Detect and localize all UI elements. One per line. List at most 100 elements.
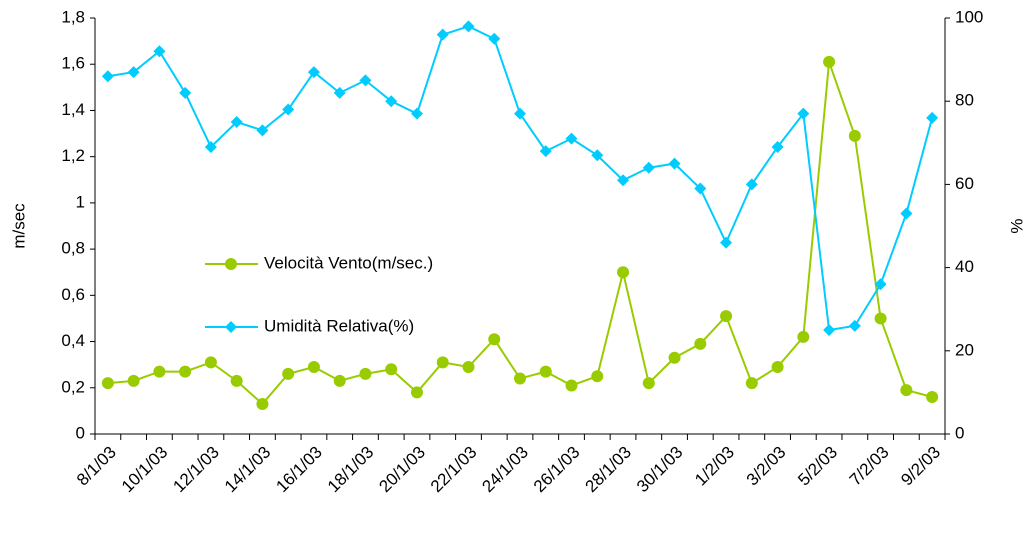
x-tick-label: 28/1/03 xyxy=(581,443,635,497)
data-point xyxy=(179,365,192,378)
data-point xyxy=(617,266,630,279)
data-point xyxy=(153,365,166,378)
data-point xyxy=(823,55,836,68)
data-point xyxy=(333,374,346,387)
x-tick-label: 12/1/03 xyxy=(169,443,223,497)
data-point xyxy=(874,278,887,291)
data-point xyxy=(900,384,913,397)
x-tick-label: 9/2/03 xyxy=(897,443,944,490)
data-point xyxy=(282,103,295,116)
y2-tick-label: 60 xyxy=(955,174,974,193)
x-tick-label: 8/1/03 xyxy=(73,443,120,490)
data-point xyxy=(333,86,346,99)
data-point xyxy=(436,28,449,41)
data-point xyxy=(565,379,578,392)
data-point xyxy=(848,319,861,332)
data-point xyxy=(771,360,784,373)
data-point xyxy=(591,149,604,162)
data-point xyxy=(282,367,295,380)
data-point xyxy=(153,45,166,58)
y2-tick-label: 100 xyxy=(955,7,983,26)
data-point xyxy=(694,337,707,350)
y-tick-label: 0,2 xyxy=(61,377,85,396)
data-point xyxy=(488,333,501,346)
legend-marker xyxy=(225,258,237,270)
data-point xyxy=(848,129,861,142)
data-point xyxy=(204,356,217,369)
data-point xyxy=(385,95,398,108)
y2-tick-label: 20 xyxy=(955,340,974,359)
data-point xyxy=(127,374,140,387)
data-point xyxy=(539,145,552,158)
data-point xyxy=(204,140,217,153)
x-tick-label: 26/1/03 xyxy=(530,443,584,497)
data-point xyxy=(771,140,784,153)
data-point xyxy=(307,66,320,79)
y-tick-label: 1,4 xyxy=(61,100,85,119)
data-point xyxy=(565,132,578,145)
data-point xyxy=(720,310,733,323)
data-point xyxy=(514,372,526,385)
data-point xyxy=(539,365,552,378)
y-tick-label: 1 xyxy=(76,192,85,211)
data-point xyxy=(410,386,423,399)
y-tick-label: 1,8 xyxy=(61,7,85,26)
data-point xyxy=(591,370,604,383)
data-point xyxy=(101,70,114,83)
data-point xyxy=(745,377,758,390)
x-tick-label: 20/1/03 xyxy=(375,443,429,497)
data-point xyxy=(462,360,475,373)
data-point xyxy=(694,182,707,195)
y2-tick-label: 40 xyxy=(955,257,974,276)
y2-axis-label: % xyxy=(1007,218,1026,233)
y-tick-label: 1,2 xyxy=(61,146,85,165)
data-point xyxy=(926,391,939,404)
data-point xyxy=(797,330,810,343)
data-point xyxy=(101,377,114,390)
data-point xyxy=(668,351,681,364)
data-point xyxy=(127,66,140,79)
data-point xyxy=(668,157,681,170)
data-point xyxy=(797,107,810,120)
data-point xyxy=(617,174,630,187)
data-point xyxy=(359,367,372,380)
data-point xyxy=(823,324,836,336)
y-tick-label: 0,4 xyxy=(61,331,85,350)
legend-label: Velocità Vento(m/sec.) xyxy=(264,253,433,272)
data-point xyxy=(720,236,733,249)
x-tick-label: 14/1/03 xyxy=(221,443,275,497)
y2-tick-label: 80 xyxy=(955,91,974,110)
data-point xyxy=(488,32,501,45)
data-point xyxy=(230,116,243,128)
x-tick-label: 30/1/03 xyxy=(633,443,687,497)
y2-tick-label: 0 xyxy=(955,423,964,442)
data-point xyxy=(436,356,449,369)
data-point xyxy=(230,374,243,387)
x-tick-label: 5/2/03 xyxy=(794,443,841,490)
x-tick-label: 16/1/03 xyxy=(272,443,326,497)
data-point xyxy=(900,207,913,220)
y-tick-label: 0,6 xyxy=(61,285,85,304)
x-tick-label: 3/2/03 xyxy=(743,443,790,490)
x-tick-label: 22/1/03 xyxy=(427,443,481,497)
data-point xyxy=(745,178,758,191)
x-tick-label: 10/1/03 xyxy=(118,443,172,497)
data-point xyxy=(359,74,372,87)
x-tick-label: 7/2/03 xyxy=(846,443,893,490)
legend-label: Umidità Relativa(%) xyxy=(264,316,414,335)
data-point xyxy=(179,86,192,99)
y-tick-label: 0,8 xyxy=(61,239,85,258)
y-axis-label: m/sec xyxy=(9,203,28,249)
data-point xyxy=(926,111,939,124)
data-point xyxy=(874,312,887,325)
data-point xyxy=(256,124,269,137)
data-point xyxy=(514,107,526,120)
data-point xyxy=(462,20,475,33)
data-point xyxy=(256,397,269,410)
data-point xyxy=(642,377,655,390)
y-tick-label: 1,6 xyxy=(61,54,85,73)
x-tick-label: 24/1/03 xyxy=(478,443,532,497)
x-tick-label: 1/2/03 xyxy=(691,443,738,490)
